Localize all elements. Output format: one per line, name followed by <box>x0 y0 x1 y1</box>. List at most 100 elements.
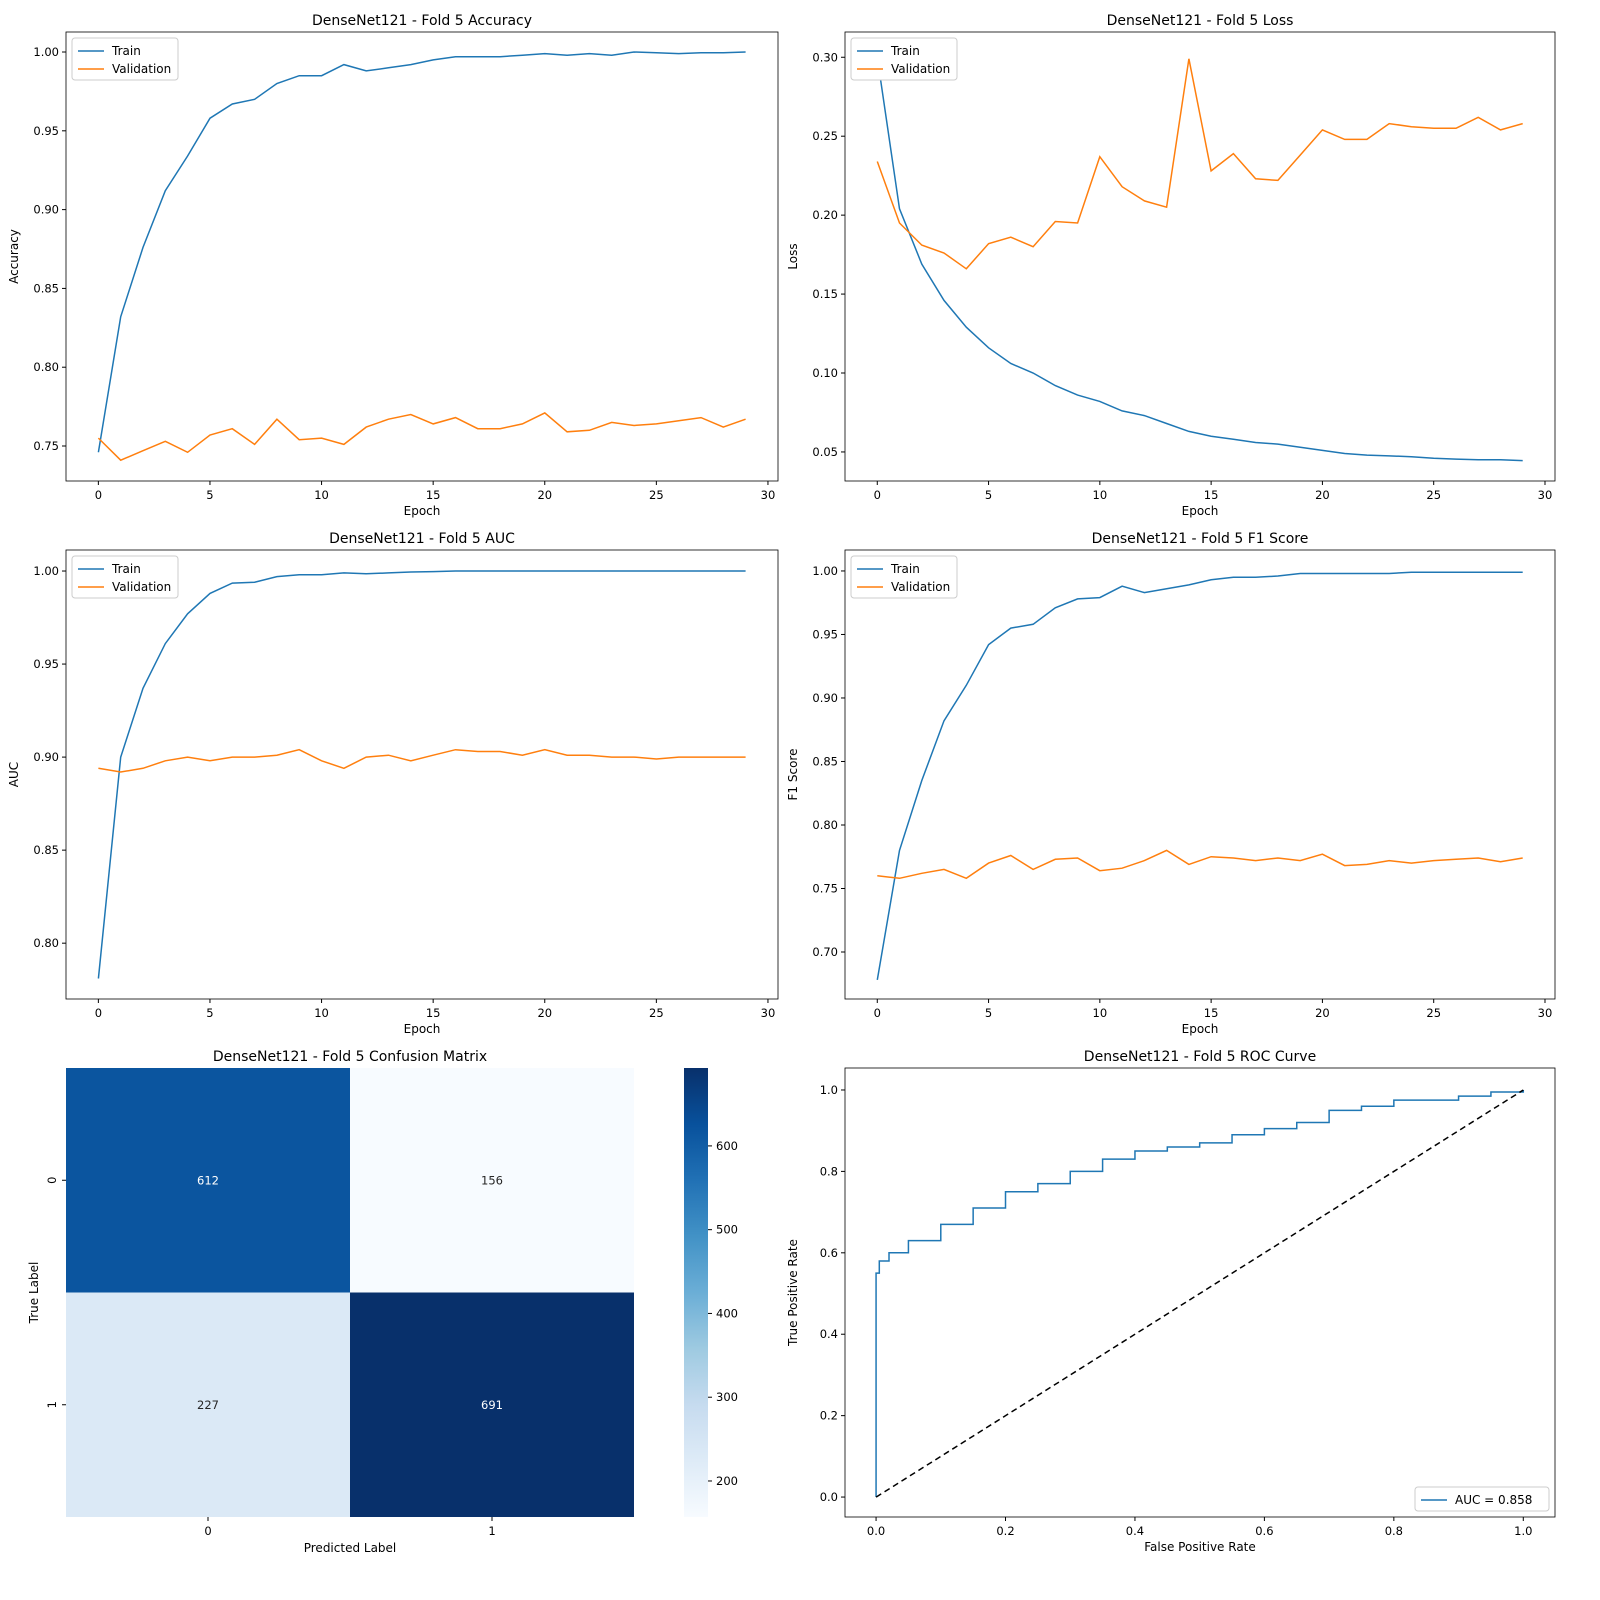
chart-title: DenseNet121 - Fold 5 Confusion Matrix <box>213 1049 487 1065</box>
colorbar-tick-label: 200 <box>716 1474 738 1488</box>
x-tick-label: 1 <box>488 1524 495 1538</box>
x-tick-label: 30 <box>761 1006 776 1020</box>
cell-value-label: 691 <box>481 1398 503 1412</box>
y-tick-label: 0.70 <box>812 945 838 959</box>
y-tick-label: 0.90 <box>812 691 838 705</box>
x-tick-label: 5 <box>206 1006 213 1020</box>
legend: AUC = 0.858 <box>1414 1486 1550 1512</box>
series-line-validation <box>97 412 746 462</box>
x-tick-label: 0.6 <box>1255 1524 1273 1538</box>
axes-frame <box>65 31 779 482</box>
x-tick-label: 0 <box>95 488 102 502</box>
x-tick-label: 30 <box>1538 488 1553 502</box>
x-axis-label: Epoch <box>1182 504 1219 518</box>
x-tick-label: 10 <box>314 1006 329 1020</box>
y-tick-label: 0.80 <box>812 818 838 832</box>
y-tick-label: 0.95 <box>33 124 59 138</box>
x-tick-label: 10 <box>314 488 329 502</box>
legend-label: Train <box>890 44 920 58</box>
y-tick-label: 0.8 <box>820 1164 838 1178</box>
legend: Train Validation <box>71 555 179 599</box>
series-line-validation <box>876 58 1523 270</box>
y-tick-label: 1.00 <box>812 564 838 578</box>
x-tick-label: 20 <box>537 1006 552 1020</box>
chart-title: DenseNet121 - Fold 5 Loss <box>1107 13 1294 29</box>
x-tick-label: 5 <box>985 488 992 502</box>
y-tick-label: 0.90 <box>33 750 59 764</box>
y-tick-label: 0 <box>45 1177 59 1184</box>
colorbar <box>684 1068 708 1517</box>
x-axis-label: False Positive Rate <box>1144 1540 1256 1554</box>
legend: Train Validation <box>71 37 179 81</box>
y-tick-label: 0.2 <box>820 1409 838 1423</box>
y-tick-label: 1 <box>45 1401 59 1408</box>
y-tick-label: 0.80 <box>33 936 59 950</box>
x-tick-label: 25 <box>649 488 664 502</box>
x-tick-label: 0.8 <box>1385 1524 1403 1538</box>
x-tick-label: 5 <box>206 488 213 502</box>
y-axis-label: True Label <box>27 1262 41 1325</box>
y-axis-label: Accuracy <box>7 229 21 284</box>
x-tick-label: 25 <box>1426 488 1441 502</box>
y-tick-label: 1.0 <box>820 1083 838 1097</box>
colorbar-tick-label: 400 <box>716 1306 738 1320</box>
series-line-validation <box>98 748 746 773</box>
axes-frame <box>844 549 1556 1000</box>
y-axis-label: AUC <box>7 762 21 787</box>
y-tick-label: 0.95 <box>812 627 838 641</box>
x-tick-label: 15 <box>426 488 441 502</box>
chart-title: DenseNet121 - Fold 5 AUC <box>329 531 515 547</box>
x-axis-label: Epoch <box>1182 1022 1219 1036</box>
x-tick-label: 25 <box>649 1006 664 1020</box>
x-tick-label: 15 <box>426 1006 441 1020</box>
colorbar-tick-label: 300 <box>716 1390 738 1404</box>
x-tick-label: 30 <box>761 488 776 502</box>
y-tick-label: 0.10 <box>812 366 838 380</box>
y-tick-label: 0.95 <box>33 657 59 671</box>
x-tick-label: 5 <box>985 1006 992 1020</box>
legend-box <box>1414 1486 1550 1512</box>
x-tick-label: 25 <box>1426 1006 1441 1020</box>
x-axis-label: Predicted Label <box>304 1541 397 1555</box>
series-line-train <box>97 570 746 979</box>
series-line-auc-0-858 <box>875 1089 1525 1498</box>
y-tick-label: 1.00 <box>33 564 59 578</box>
x-tick-label: 20 <box>537 488 552 502</box>
x-tick-label: 0 <box>204 1524 211 1538</box>
y-tick-label: 0.75 <box>812 881 838 895</box>
legend-label: Validation <box>112 62 171 76</box>
x-tick-label: 1.0 <box>1514 1524 1532 1538</box>
x-tick-label: 30 <box>1538 1006 1553 1020</box>
chart-title: DenseNet121 - Fold 5 ROC Curve <box>1084 1049 1316 1065</box>
series-line-train <box>97 51 746 453</box>
x-tick-label: 0 <box>95 1006 102 1020</box>
legend: Train Validation <box>850 37 958 81</box>
x-tick-label: 0 <box>874 488 881 502</box>
y-tick-label: 0.75 <box>33 439 59 453</box>
heatmap-cell <box>66 1068 350 1293</box>
heatmap-cell <box>350 1292 634 1517</box>
colorbar-tick-label: 600 <box>716 1139 738 1153</box>
y-tick-label: 0.90 <box>33 203 59 217</box>
y-tick-label: 0.80 <box>33 360 59 374</box>
y-tick-label: 0.85 <box>812 754 838 768</box>
y-axis-label: F1 Score <box>786 749 800 801</box>
y-tick-label: 0.85 <box>33 281 59 295</box>
x-tick-label: 0.4 <box>1126 1524 1144 1538</box>
series-line-train <box>876 57 1523 462</box>
y-tick-label: 0.85 <box>33 843 59 857</box>
legend-label: Train <box>890 562 920 576</box>
x-tick-label: 10 <box>1093 1006 1108 1020</box>
series-line-train <box>876 571 1523 981</box>
axes-frame <box>844 31 1556 482</box>
x-tick-label: 0.2 <box>996 1524 1014 1538</box>
panel-acc: DenseNet121 - Fold 5 Accuracy 0 5 10 15 20 25 3… <box>7 13 779 518</box>
panel-cm: DenseNet121 - Fold 5 Confusion Matrix 612… <box>27 1049 738 1555</box>
legend-label: AUC = 0.858 <box>1455 1493 1532 1507</box>
heatmap-cell <box>66 1292 350 1517</box>
x-tick-label: 20 <box>1315 1006 1330 1020</box>
legend-label: Validation <box>112 580 171 594</box>
x-tick-label: 0.0 <box>867 1524 885 1538</box>
y-tick-label: 0.25 <box>812 129 838 143</box>
legend-label: Train <box>111 562 141 576</box>
